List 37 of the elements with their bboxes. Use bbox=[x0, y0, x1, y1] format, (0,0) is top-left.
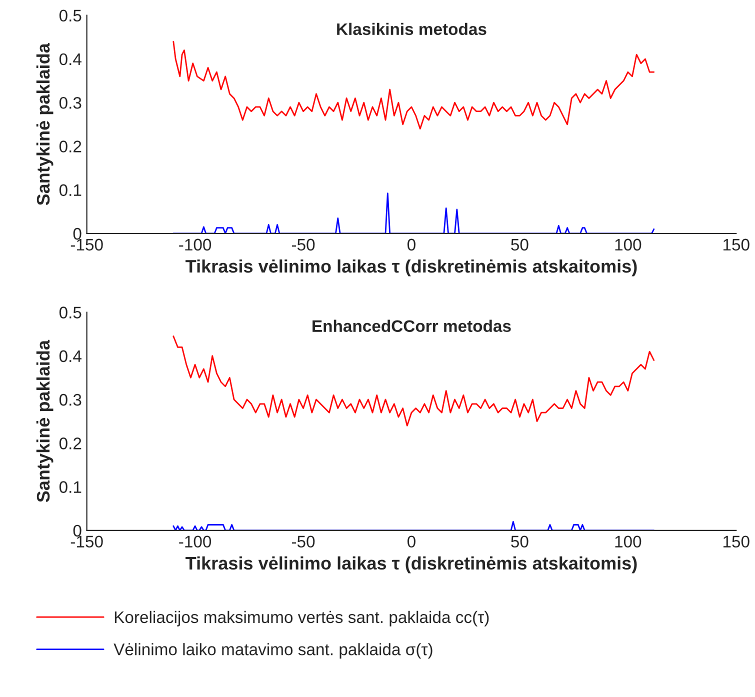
legend-label: Koreliacijos maksimumo vertės sant. paklaida cc(τ) bbox=[114, 610, 489, 626]
line-series bbox=[172, 40, 655, 130]
y-tick-label: 0.3 bbox=[59, 394, 82, 406]
x-tick-label: -100 bbox=[179, 238, 212, 251]
x-tick-label: -50 bbox=[292, 238, 315, 251]
y-axis-title: Santykinė paklaida bbox=[36, 43, 54, 206]
y-tick-label: 0.4 bbox=[59, 350, 82, 362]
y-tick-label: 0.4 bbox=[59, 53, 82, 66]
y-tick-label: 0 bbox=[73, 524, 82, 537]
x-tick-label: 50 bbox=[511, 238, 528, 251]
y-tick-label: 0.5 bbox=[59, 306, 82, 318]
chart-title: EnhancedCCorr metodas bbox=[312, 320, 511, 332]
y-tick-label: 0 bbox=[73, 228, 82, 240]
y-tick-label: 0.3 bbox=[59, 97, 82, 109]
legend-label: Vėlinimo laiko matavimo sant. paklaida σ(τ) bbox=[114, 643, 432, 659]
x-tick-label: 150 bbox=[723, 238, 750, 251]
y-tick-label: 0.1 bbox=[59, 184, 82, 196]
line-series bbox=[172, 520, 655, 530]
x-tick-label: 0 bbox=[407, 536, 416, 548]
y-tick-label: 0.2 bbox=[59, 438, 82, 450]
x-tick-label: 0 bbox=[407, 238, 416, 251]
y-tick-label: 0.2 bbox=[59, 140, 82, 152]
x-tick-label: -100 bbox=[179, 536, 212, 548]
x-axis-title: Tikrasis vėlinimo laikas τ (diskretinėmis atskaitomis) bbox=[186, 259, 637, 276]
chart-title: Klasikinis metodas bbox=[337, 22, 486, 36]
x-tick-label: -50 bbox=[292, 536, 315, 548]
x-tick-label: 50 bbox=[511, 536, 528, 548]
line-series bbox=[172, 336, 655, 426]
x-tick-label: 150 bbox=[723, 536, 750, 548]
y-tick-label: 0.1 bbox=[59, 481, 82, 493]
y-axis-title: Santykinė paklaida bbox=[36, 340, 54, 502]
x-tick-label: 100 bbox=[615, 536, 642, 548]
x-tick-label: 100 bbox=[615, 238, 642, 251]
x-tick-label: -150 bbox=[70, 536, 103, 548]
y-tick-label: 0.5 bbox=[59, 10, 82, 22]
x-axis-title: Tikrasis vėlinimo laikas τ (diskretinėmis atskaitomis) bbox=[186, 556, 637, 574]
x-tick-label: -150 bbox=[70, 238, 103, 251]
